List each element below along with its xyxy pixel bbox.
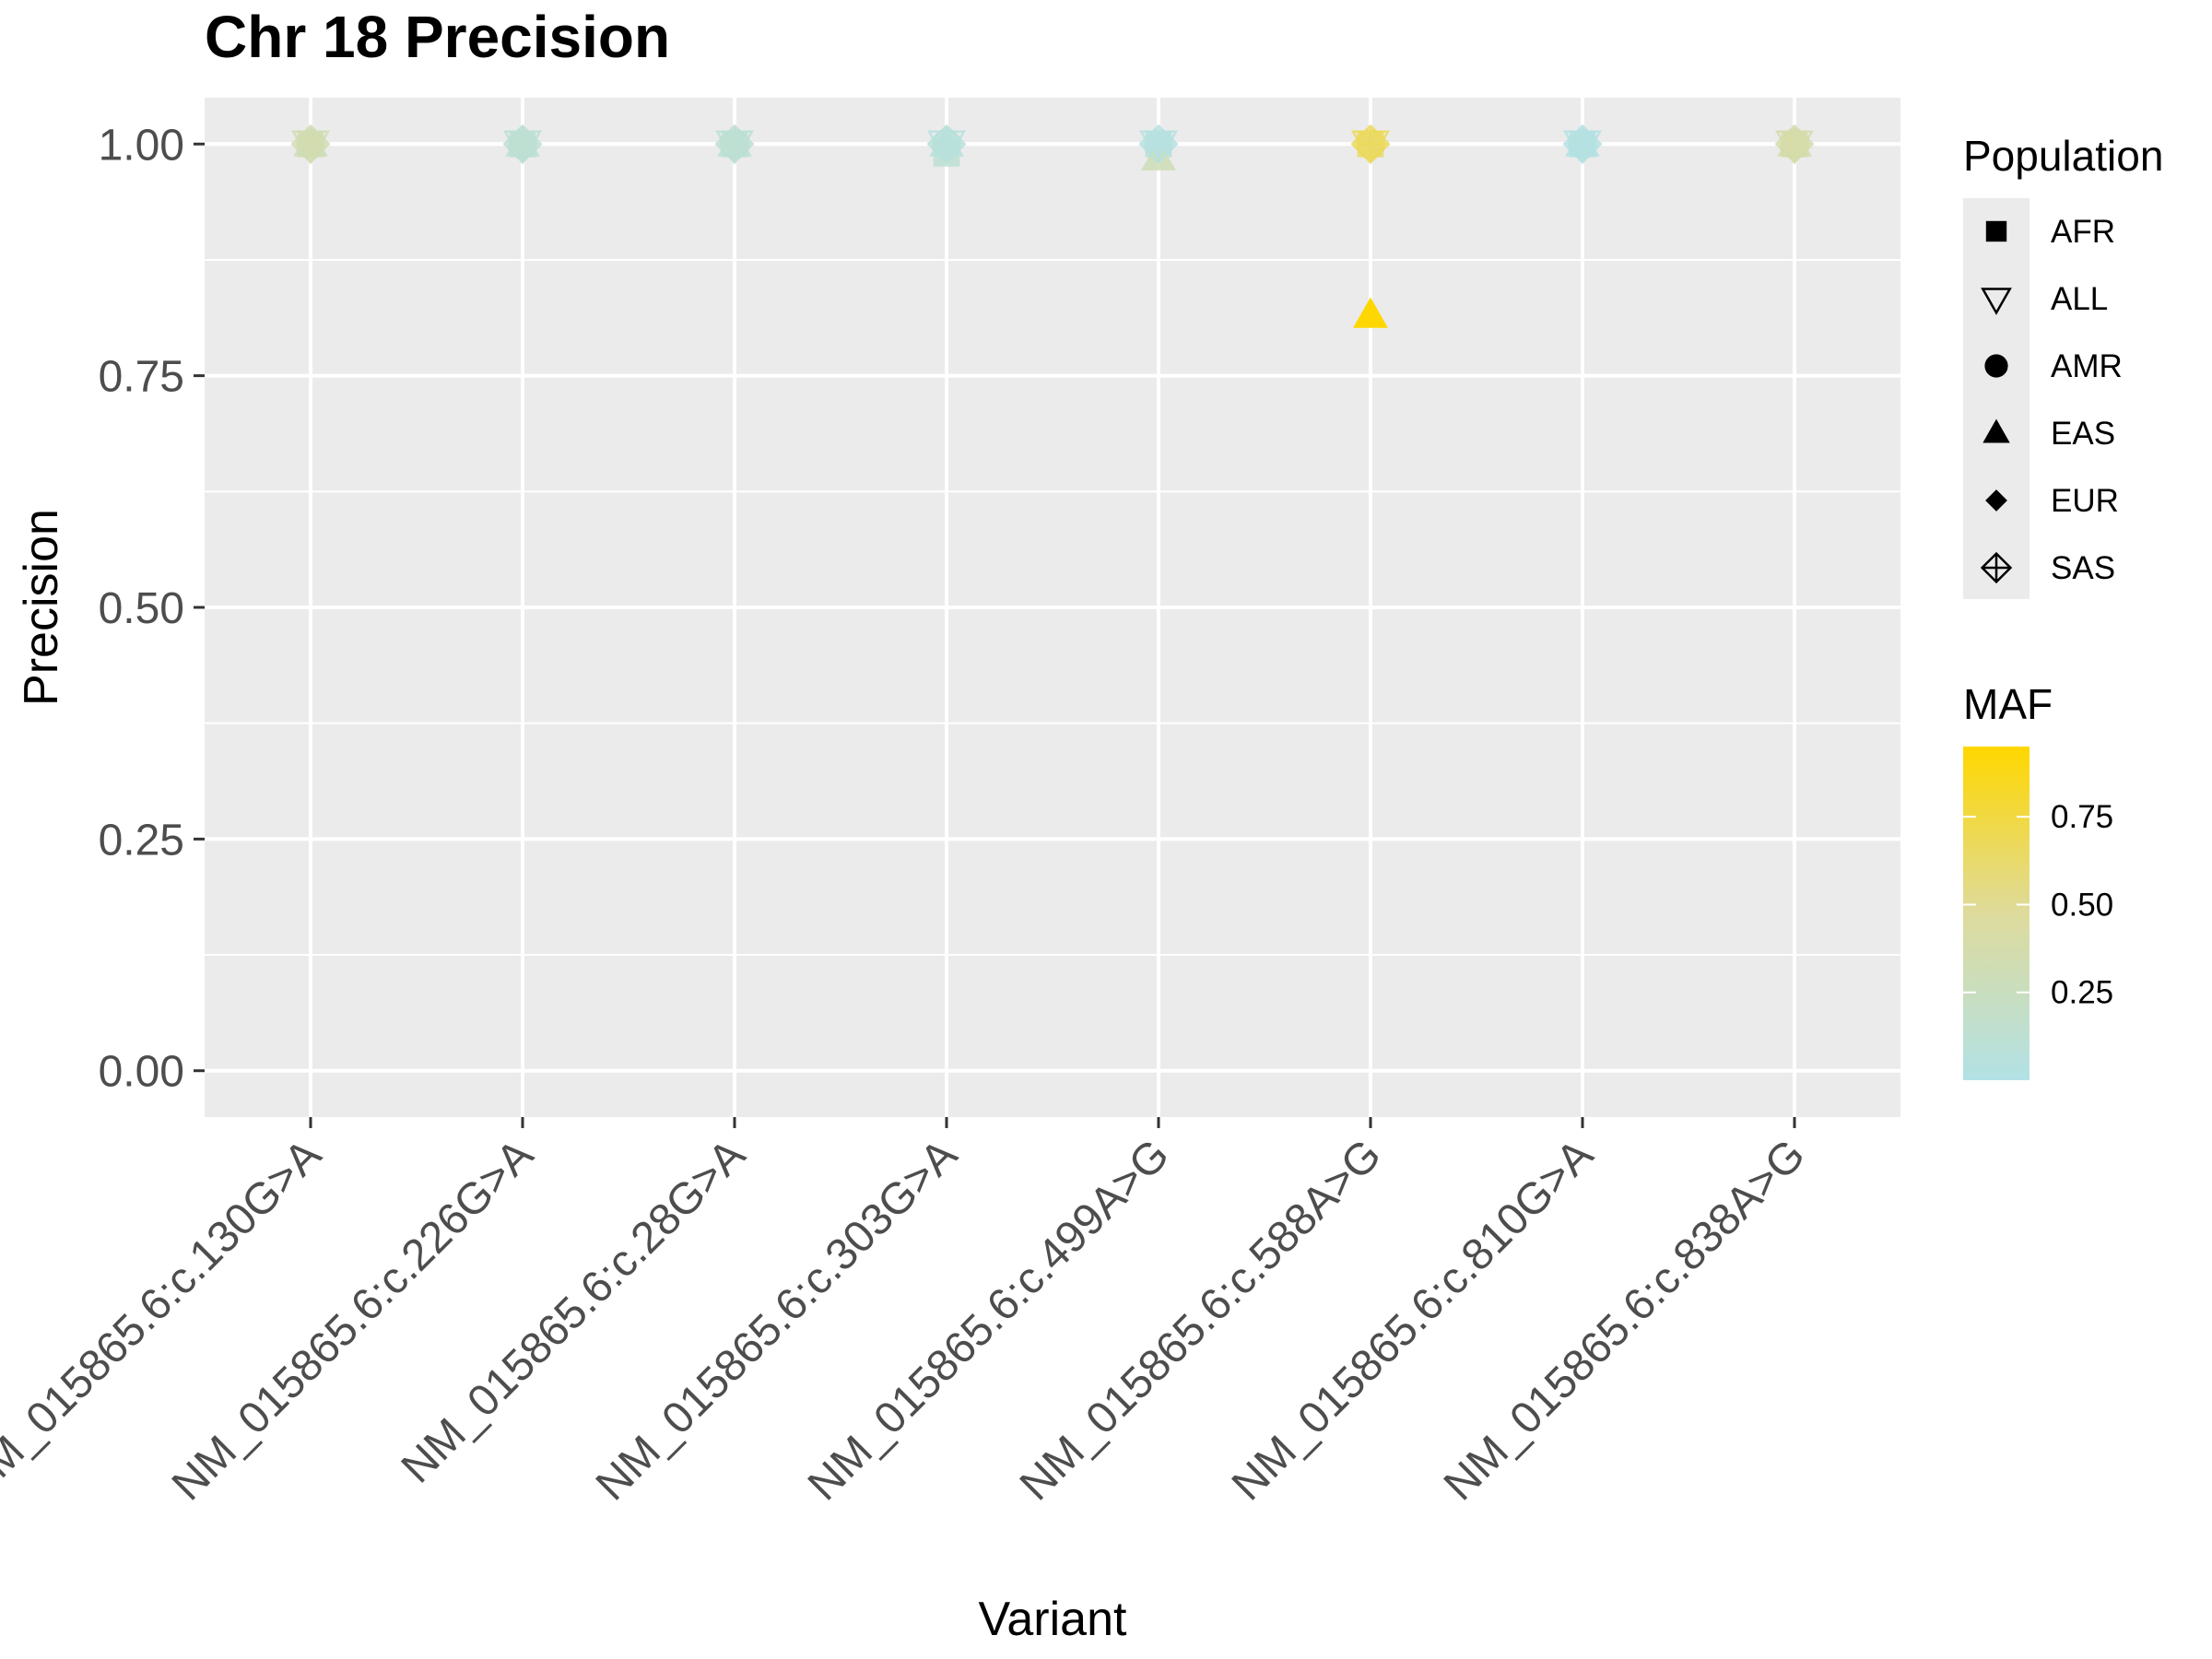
legend-label-eas: EAS bbox=[2051, 416, 2115, 452]
legend-key-sas bbox=[1980, 551, 2013, 584]
legend-label-eur: EUR bbox=[2051, 483, 2119, 519]
x-tick-label: NM_015865.6:c.838A>G bbox=[1435, 1130, 1815, 1510]
legend-key-eur bbox=[1985, 489, 2007, 512]
x-axis: NM_015865.6:c.130G>ANM_015865.6:c.226G>A… bbox=[0, 1117, 1815, 1510]
data-point bbox=[502, 124, 543, 164]
y-tick-label: 1.00 bbox=[99, 121, 184, 170]
x-tick-label: NM_015865.6:c.588A>G bbox=[1011, 1130, 1391, 1510]
chart-title: Chr 18 Precision bbox=[205, 4, 670, 70]
y-tick-label: 0.25 bbox=[99, 816, 184, 865]
legend-key-eas bbox=[1983, 418, 2010, 443]
maf-legend-title: MAF bbox=[1963, 680, 2053, 728]
x-axis-title: Variant bbox=[979, 1593, 1127, 1646]
maf-colorbar bbox=[1963, 747, 2030, 1080]
data-point bbox=[1350, 124, 1391, 164]
x-tick-label: NM_015865.6:c.303G>A bbox=[587, 1130, 967, 1510]
y-tick-label: 0.00 bbox=[99, 1048, 184, 1097]
legend-label-sas: SAS bbox=[2051, 550, 2115, 586]
data-point bbox=[714, 124, 755, 164]
legend-label-amr: AMR bbox=[2051, 348, 2123, 384]
maf-tick-label: 0.50 bbox=[2051, 887, 2113, 923]
x-tick-label: NM_015865.6:c.226G>A bbox=[163, 1130, 543, 1510]
x-tick-label: NM_015865.6:c.499A>G bbox=[799, 1130, 1179, 1510]
population-legend-key-background bbox=[1963, 198, 2030, 599]
x-tick-label: NM_015865.6:c.810G>A bbox=[1223, 1130, 1603, 1510]
data-point bbox=[1353, 297, 1388, 328]
population-legend: Population AFR ALL AMR EAS EUR SAS bbox=[1963, 132, 2163, 599]
data-point bbox=[1138, 124, 1179, 164]
y-tick-label: 0.50 bbox=[99, 584, 184, 633]
data-point bbox=[290, 124, 331, 164]
population-legend-title: Population bbox=[1963, 132, 2163, 180]
maf-legend: MAF 0.25 0.50 0.75 bbox=[1963, 680, 2113, 1080]
y-axis-title: Precision bbox=[15, 509, 68, 706]
legend-label-afr: AFR bbox=[2051, 214, 2115, 250]
legend-key-all bbox=[1981, 288, 2012, 315]
data-point bbox=[1562, 124, 1603, 164]
data-points bbox=[290, 124, 1815, 328]
data-point bbox=[1774, 124, 1815, 164]
legend-label-all: ALL bbox=[2051, 281, 2108, 317]
legend-key-amr bbox=[1984, 354, 2008, 378]
legend-key-afr bbox=[1985, 220, 2007, 242]
y-axis: 0.00 0.25 0.50 0.75 1.00 bbox=[99, 121, 205, 1097]
grid-lines bbox=[205, 98, 1900, 1117]
x-tick-label: NM_015865.6:c.28G>A bbox=[393, 1130, 755, 1492]
maf-tick-label: 0.25 bbox=[2051, 975, 2113, 1011]
data-point bbox=[926, 124, 967, 164]
y-tick-label: 0.75 bbox=[99, 353, 184, 402]
maf-tick-label: 0.75 bbox=[2051, 799, 2113, 835]
x-tick-label: NM_015865.6:c.130G>A bbox=[0, 1130, 331, 1510]
